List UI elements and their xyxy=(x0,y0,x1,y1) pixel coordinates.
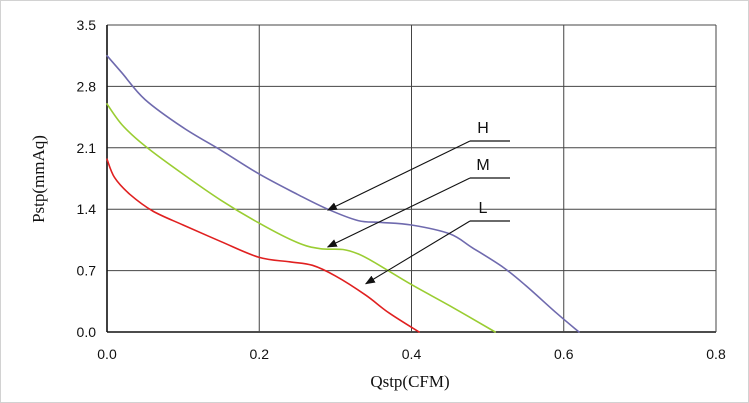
annotation-arrow xyxy=(326,177,471,248)
curve-label-l: L xyxy=(479,200,488,217)
x-tick-label: 0.4 xyxy=(402,346,422,362)
x-tick-label: 0.6 xyxy=(554,346,574,362)
curve-label-m: M xyxy=(476,157,489,174)
x-tick-label: 0.8 xyxy=(706,346,726,362)
tick-labels: 0.0 0.7 1.4 2.1 2.8 3.5 0.0 0.2 0.4 0.6 0.8 xyxy=(77,17,726,362)
series-line-h xyxy=(106,54,580,333)
y-tick-label: 0.0 xyxy=(77,324,97,340)
series-line-m xyxy=(106,103,496,333)
curve-label-h: H xyxy=(477,120,489,137)
x-tick-label: 0.2 xyxy=(250,346,270,362)
x-axis-title: Qstp(CFM) xyxy=(370,372,449,391)
annotation-arrow xyxy=(364,220,471,285)
y-tick-label: 0.7 xyxy=(77,263,97,279)
series-line-l xyxy=(106,158,420,333)
y-tick-label: 2.8 xyxy=(77,78,97,94)
grid xyxy=(106,24,717,333)
series xyxy=(106,54,580,333)
y-axis-title: Pstp(mmAq) xyxy=(29,135,48,223)
x-tick-label: 0.0 xyxy=(97,346,117,362)
y-tick-label: 2.1 xyxy=(77,140,97,156)
annotations: H M L xyxy=(326,120,510,285)
annotation-arrow xyxy=(326,140,471,211)
y-tick-label: 1.4 xyxy=(77,201,97,217)
y-tick-label: 3.5 xyxy=(77,17,97,33)
